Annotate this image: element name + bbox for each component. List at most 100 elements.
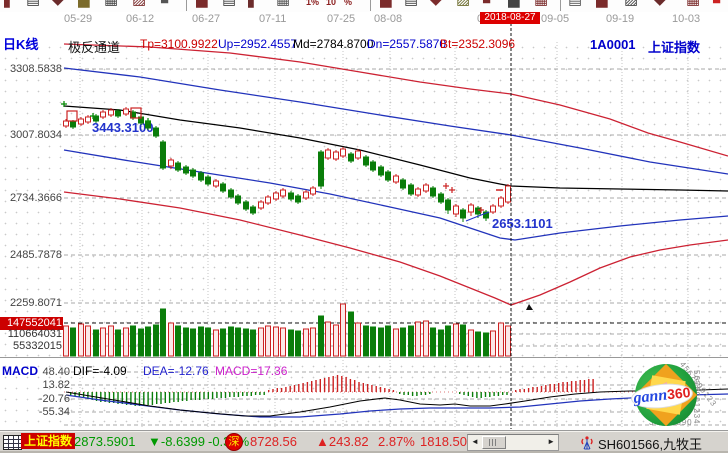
horizontal-scrollbar[interactable]: ◄ ►	[467, 434, 559, 451]
toolbar-icon-fragment[interactable]: ▤	[568, 0, 584, 11]
volume-bar	[63, 325, 69, 357]
macd-histogram-bar	[302, 383, 304, 392]
candle-body	[280, 189, 286, 197]
volume-bar	[85, 325, 91, 357]
candle-body	[228, 189, 234, 198]
candle-body	[273, 192, 279, 200]
macd-histogram-bar	[429, 392, 431, 394]
candle-body	[505, 185, 511, 203]
toolbar-icon-fragment[interactable]: ▦	[104, 0, 120, 11]
price-axis-label: 3308.5838	[10, 63, 62, 75]
toolbar-icon-fragment[interactable]: ■	[482, 0, 498, 11]
toolbar-icon-fragment[interactable]: ◆	[430, 0, 446, 11]
macd-histogram-bar	[173, 392, 175, 402]
macd-histogram-bar	[293, 385, 296, 392]
toolbar-icon-fragment[interactable]: ▨	[456, 0, 472, 11]
date-tick-label: 09-19	[606, 13, 635, 25]
volume-bar	[318, 315, 324, 357]
volume-bar	[325, 321, 331, 357]
toolbar-icon-fragment[interactable]: ▤	[222, 0, 238, 11]
chart-type-label[interactable]: 日K线	[3, 37, 39, 52]
toolbar-icon-fragment[interactable]: ▟	[508, 0, 524, 11]
current-date-badge[interactable]: 2018-08-27	[480, 12, 540, 24]
macd-histogram-bar	[362, 383, 364, 392]
toolbar-icon-fragment[interactable]: ▤	[26, 0, 42, 11]
macd-histogram-bar	[113, 392, 115, 403]
quote-table-icon[interactable]	[3, 435, 22, 450]
toolbar-icon-fragment[interactable]: ▛	[4, 0, 20, 11]
linked-stock-info[interactable]: SH601566,九牧王	[598, 437, 703, 452]
logo-text-gann: gann	[632, 386, 669, 407]
toolbar-icon-fragment[interactable]: ■	[712, 0, 728, 11]
toolbar-icon-fragment[interactable]: 1%	[306, 0, 320, 7]
macd-histogram-bar	[328, 377, 330, 392]
macd-histogram-bar	[527, 388, 530, 392]
macd-histogram-bar	[138, 392, 141, 406]
toolbar-icon-fragment[interactable]: ▦	[276, 0, 292, 11]
candle-body	[93, 115, 99, 122]
symbol-name[interactable]: 上证指数	[648, 40, 701, 55]
toolbar-icon-fragment[interactable]: ▤	[404, 0, 420, 11]
md-channel-line	[63, 105, 728, 192]
toolbar-icon-fragment[interactable]: ▦	[686, 0, 702, 11]
macd-histogram-bar	[358, 382, 360, 392]
toolbar-icon-fragment[interactable]: ◆	[52, 0, 68, 11]
macd-histogram-bar	[203, 392, 205, 399]
scrollbar-thumb[interactable]	[482, 436, 506, 449]
toolbar-icon-fragment[interactable]: ▨	[132, 0, 148, 11]
volume-bar	[445, 325, 451, 357]
price-axis-label: 2734.3666	[10, 192, 62, 204]
symbol-code[interactable]: 1A0001	[590, 37, 636, 52]
toolbar-icon-fragment[interactable]: ▨	[624, 0, 640, 11]
macd-histogram-bar	[549, 384, 551, 392]
macd-histogram-bar	[476, 392, 478, 398]
index-change: ▼-8.6399	[148, 434, 205, 449]
candle-body	[400, 179, 406, 189]
toolbar-icon-fragment[interactable]: ▛	[248, 0, 264, 11]
candle-body	[205, 176, 211, 185]
volume-bar	[228, 326, 234, 357]
candle-body	[100, 111, 106, 118]
toolbar-icon-fragment[interactable]: ▙	[380, 0, 396, 11]
swing-low-annotation: 2653.1101	[492, 216, 553, 231]
toolbar-icon-fragment[interactable]: ▙	[78, 0, 94, 11]
toolbar-icon-fragment[interactable]: %	[344, 0, 353, 7]
toolbar-icon-fragment[interactable]: ▦	[534, 0, 550, 11]
macd-histogram-bar	[570, 381, 573, 392]
macd-histogram-bar	[484, 392, 487, 397]
volume-bar	[363, 325, 369, 357]
volume-bar	[130, 325, 136, 357]
toolbar-icon-fragment[interactable]: ■	[160, 0, 176, 11]
scroll-left-arrow-icon[interactable]: ◄	[471, 437, 479, 446]
macd-histogram-bar	[134, 392, 136, 406]
volume-bar	[183, 327, 189, 357]
index-name-badge[interactable]: 上证指数	[21, 433, 75, 449]
scroll-right-arrow-icon[interactable]: ►	[547, 437, 555, 446]
toolbar-icon-fragment[interactable]: ▟	[196, 0, 212, 11]
volume-bar	[198, 326, 204, 357]
macd-histogram-bar	[156, 392, 158, 404]
macd-histogram-bar	[311, 381, 313, 392]
candle-body	[168, 159, 174, 167]
macd-histogram-bar	[366, 384, 369, 392]
macd-histogram-bar	[319, 379, 321, 392]
toolbar-icon-fragment[interactable]: ▙	[596, 0, 612, 11]
date-tick-label: 09-05	[541, 13, 570, 25]
macd-histogram-bar	[345, 377, 347, 392]
channel-indicator-name[interactable]: 极反通道	[68, 40, 121, 55]
volume-bar	[243, 328, 249, 357]
tp-channel-line	[63, 43, 728, 157]
volume-bar	[460, 324, 466, 357]
toolbar-icon-fragment[interactable]: ◆	[654, 0, 670, 11]
toolbar-separator	[370, 0, 371, 11]
macd-pane-title[interactable]: MACD	[2, 364, 38, 378]
date-tick-label: 06-27	[192, 13, 221, 25]
volume-bar	[258, 327, 264, 357]
chart-region[interactable]	[0, 12, 728, 430]
volume-axis-label: 110664031	[7, 328, 62, 340]
volume-bar	[205, 327, 211, 357]
shenzhen-index-badge[interactable]: 深	[225, 433, 243, 451]
volume-bar	[340, 303, 346, 357]
toolbar-icon-fragment[interactable]: 10	[326, 0, 337, 7]
